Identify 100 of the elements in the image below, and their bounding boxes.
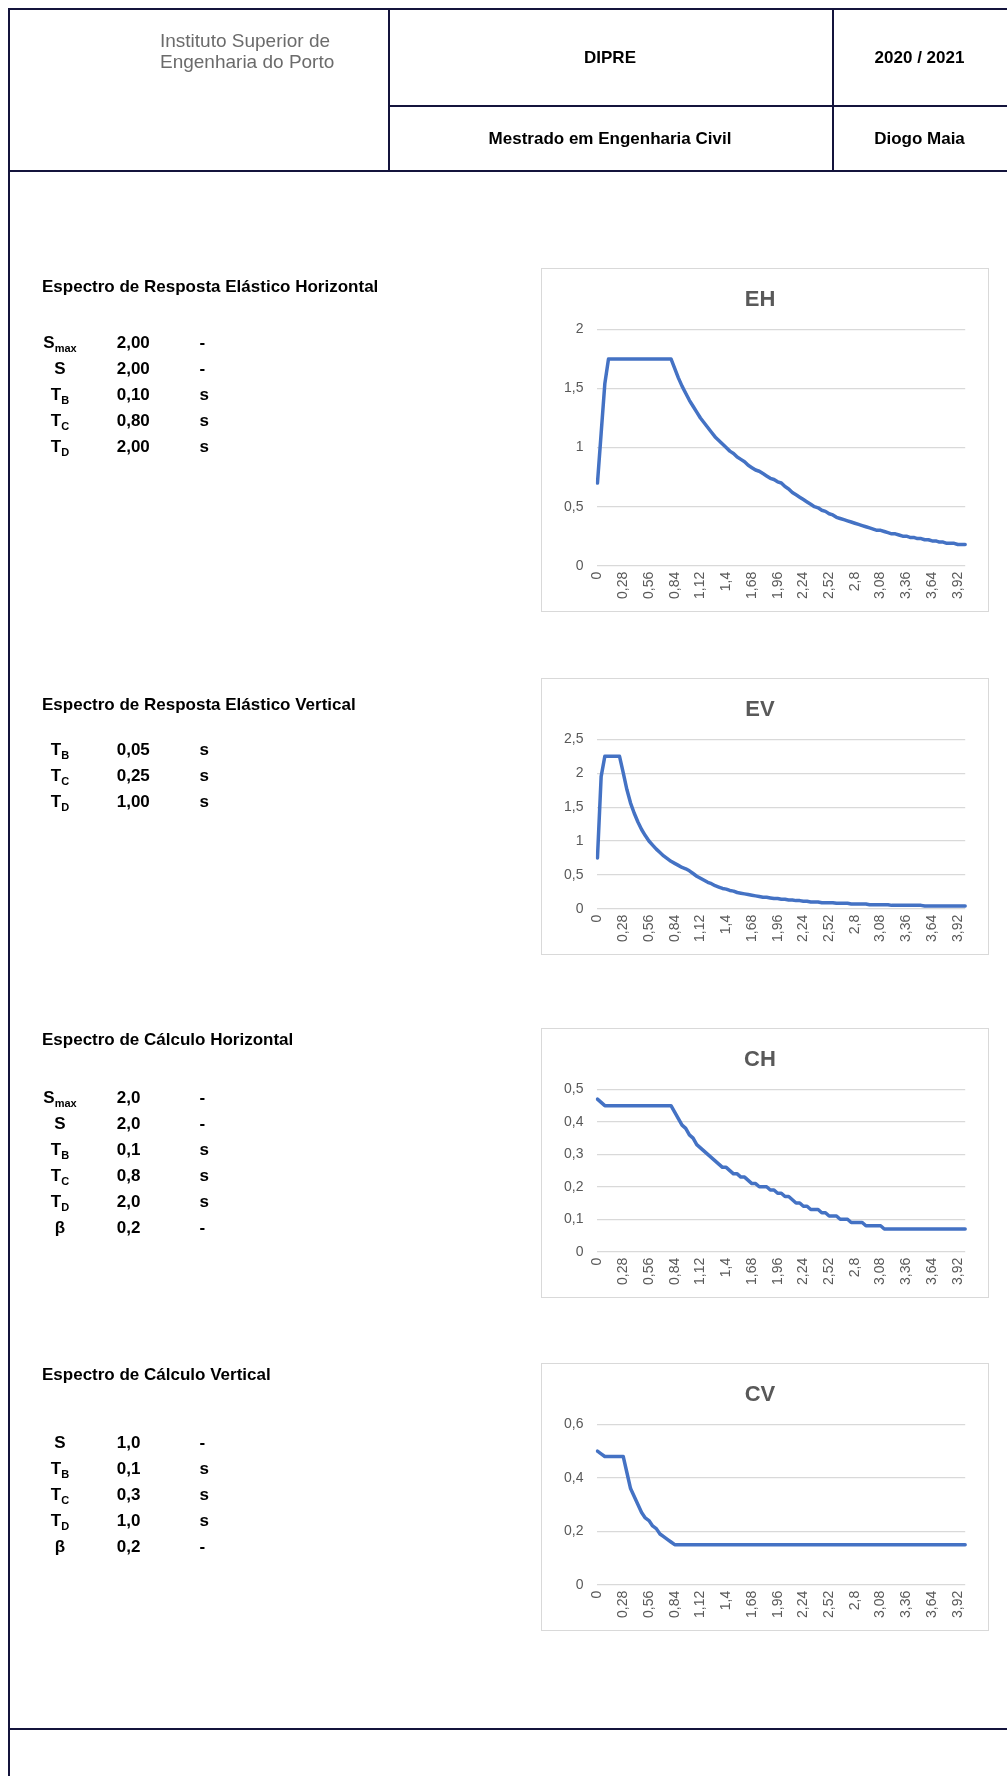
y-tick-label: 0,2 [563, 1522, 584, 1539]
text: S 2,00 - [54, 359, 206, 378]
text: S 1,0 - [54, 1433, 206, 1452]
chart-title: CH [744, 1046, 776, 1072]
x-tick-label: 2,24 [794, 914, 811, 942]
x-tick-label: 0 [588, 571, 605, 580]
x-tick-label: 1,12 [691, 1257, 708, 1285]
y-tick-label: 0,4 [563, 1112, 584, 1129]
y-tick-label: 1,5 [563, 379, 584, 396]
y-tick-label: 1 [575, 831, 584, 848]
x-tick-label: 1,4 [717, 571, 734, 592]
x-tick-label: 2,24 [794, 1257, 811, 1285]
x-tick-label: 3,92 [948, 914, 965, 942]
x-tick-label: 2,8 [845, 1257, 862, 1278]
text: S$_{max}$ 2,00 - [43, 333, 206, 355]
text: Espectro de Cálculo Horizontal [42, 1030, 294, 1050]
y-tick-label: 2 [575, 320, 584, 337]
text: Espectro de Resposta Elástico Horizontal [42, 277, 379, 297]
x-tick-label: 2,8 [845, 1590, 862, 1611]
text: DIPRE [583, 46, 637, 69]
x-tick-label: 0,28 [614, 914, 631, 942]
text: Mestrado em Engenharia Civil [487, 127, 733, 150]
text: T$_{C}$ 0,3 s [50, 1485, 209, 1507]
x-tick-label: 0,28 [614, 571, 631, 599]
text: Espectro de Cálculo Vertical [42, 1365, 271, 1385]
x-tick-label: 3,08 [871, 1590, 888, 1618]
x-tick-label: 3,92 [948, 1590, 965, 1618]
x-tick-label: 3,92 [948, 571, 965, 599]
y-tick-label: 0 [575, 899, 584, 916]
y-tick-label: 1,5 [563, 798, 584, 814]
x-tick-label: 0,84 [665, 1257, 682, 1285]
x-tick-label: 3,92 [948, 1257, 965, 1285]
x-tick-label: 1,96 [768, 914, 785, 942]
x-tick-label: 1,68 [742, 914, 759, 942]
x-tick-label: 1,4 [717, 914, 734, 935]
y-tick-label: 2,5 [563, 730, 584, 747]
x-tick-label: 2,52 [820, 571, 836, 599]
chart-title: EV [745, 696, 775, 722]
x-tick-label: 3,64 [922, 571, 939, 599]
x-tick-label: 3,64 [922, 1590, 939, 1618]
text: T$_{D}$ 2,0 s [50, 1192, 209, 1214]
x-tick-label: 3,08 [871, 1257, 888, 1285]
text: β 0,2 - [54, 1218, 206, 1237]
x-tick-label: 1,96 [768, 571, 785, 599]
y-tick-label: 0,5 [563, 1080, 584, 1097]
x-tick-label: 0 [588, 1257, 605, 1266]
x-tick-label: 0,56 [639, 1257, 656, 1285]
text: Diogo Maia [873, 127, 966, 150]
y-tick-label: 0 [575, 1242, 584, 1259]
text: β 0,2 - [54, 1537, 206, 1556]
x-tick-label: 1,12 [691, 571, 708, 599]
y-tick-label: 0,4 [563, 1468, 584, 1485]
y-tick-label: 0,6 [563, 1415, 584, 1432]
y-tick-label: 1 [575, 438, 584, 455]
x-tick-label: 0,56 [639, 571, 656, 599]
x-tick-label: 2,52 [820, 1590, 836, 1618]
text: T$_{B}$ 0,10 s [50, 385, 209, 407]
x-tick-label: 3,36 [897, 571, 914, 599]
text: S 2,0 - [54, 1114, 206, 1133]
text: T$_{C}$ 0,8 s [50, 1166, 209, 1188]
x-tick-label: 0,84 [665, 571, 682, 599]
x-tick-label: 3,36 [897, 1257, 914, 1285]
x-tick-label: 2,8 [845, 914, 862, 935]
x-tick-label: 3,64 [922, 914, 939, 942]
x-tick-label: 0,56 [639, 1590, 656, 1618]
x-tick-label: 1,12 [691, 914, 708, 942]
text: T$_{D}$ 1,0 s [50, 1511, 209, 1533]
y-tick-label: 0,5 [563, 497, 584, 514]
y-tick-label: 0 [575, 556, 584, 573]
y-tick-label: 0,5 [563, 865, 584, 882]
x-tick-label: 1,4 [717, 1257, 734, 1278]
chart-title: CV [744, 1381, 776, 1407]
x-tick-label: 1,96 [768, 1257, 785, 1285]
text: T$_{C}$ 0,25 s [50, 766, 209, 788]
text: T$_{B}$ 0,1 s [50, 1140, 209, 1162]
x-tick-label: 1,4 [717, 1590, 734, 1611]
x-tick-label: 2,52 [820, 914, 836, 942]
text: 2020 / 2021 [873, 46, 966, 69]
x-tick-label: 2,8 [845, 571, 862, 592]
x-tick-label: 3,08 [871, 914, 888, 942]
text: S$_{max}$ 2,0 - [43, 1088, 206, 1110]
x-tick-label: 3,36 [897, 914, 914, 942]
text: Instituto Superior de Engenharia do Porto [160, 30, 336, 72]
x-tick-label: 2,24 [794, 1590, 811, 1618]
text: T$_{B}$ 0,1 s [50, 1459, 209, 1481]
y-tick-label: 0,1 [563, 1210, 584, 1227]
x-tick-label: 0 [588, 1590, 605, 1599]
text: T$_{C}$ 0,80 s [50, 411, 209, 433]
x-tick-label: 2,52 [820, 1257, 836, 1285]
y-tick-label: 2 [575, 764, 584, 781]
text: T$_{D}$ 2,00 s [50, 437, 209, 459]
x-tick-label: 0,84 [665, 1590, 682, 1618]
x-tick-label: 0,84 [665, 914, 682, 942]
chart-title: EH [744, 286, 776, 312]
text: Espectro de Resposta Elástico Vertical [42, 695, 356, 715]
x-tick-label: 3,64 [922, 1257, 939, 1285]
x-tick-label: 3,08 [871, 571, 888, 599]
x-tick-label: 0 [588, 914, 605, 923]
x-tick-label: 3,36 [897, 1590, 914, 1618]
text: T$_{B}$ 0,05 s [50, 740, 209, 762]
